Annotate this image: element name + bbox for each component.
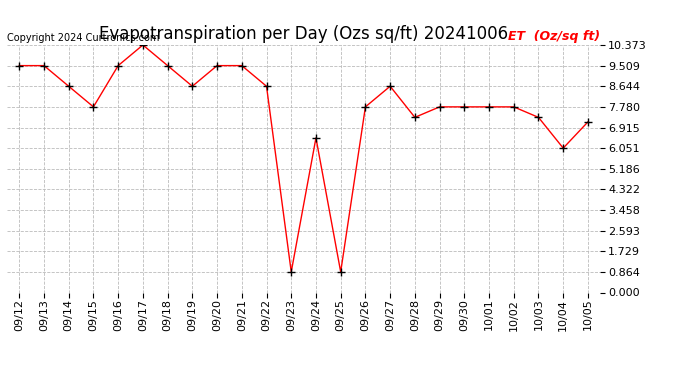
Point bbox=[409, 114, 420, 120]
Point bbox=[335, 269, 346, 275]
Text: ET  (Oz/sq ft): ET (Oz/sq ft) bbox=[508, 30, 600, 42]
Title: Evapotranspiration per Day (Ozs sq/ft) 20241006: Evapotranspiration per Day (Ozs sq/ft) 2… bbox=[99, 26, 508, 44]
Point bbox=[484, 104, 495, 110]
Point bbox=[558, 145, 569, 151]
Point bbox=[261, 83, 272, 89]
Point bbox=[384, 83, 395, 89]
Point bbox=[162, 63, 173, 69]
Point bbox=[533, 114, 544, 120]
Text: Copyright 2024 Curtronics.com: Copyright 2024 Curtronics.com bbox=[7, 33, 159, 42]
Point bbox=[137, 42, 148, 48]
Point bbox=[360, 104, 371, 110]
Point bbox=[236, 63, 247, 69]
Point bbox=[434, 104, 445, 110]
Point bbox=[88, 104, 99, 110]
Point bbox=[212, 63, 223, 69]
Point bbox=[63, 83, 75, 89]
Point bbox=[459, 104, 470, 110]
Point bbox=[286, 269, 297, 275]
Point bbox=[310, 135, 322, 141]
Point bbox=[112, 63, 124, 69]
Point bbox=[39, 63, 50, 69]
Point bbox=[14, 63, 25, 69]
Point bbox=[509, 104, 520, 110]
Point bbox=[582, 119, 593, 125]
Point bbox=[187, 83, 198, 89]
